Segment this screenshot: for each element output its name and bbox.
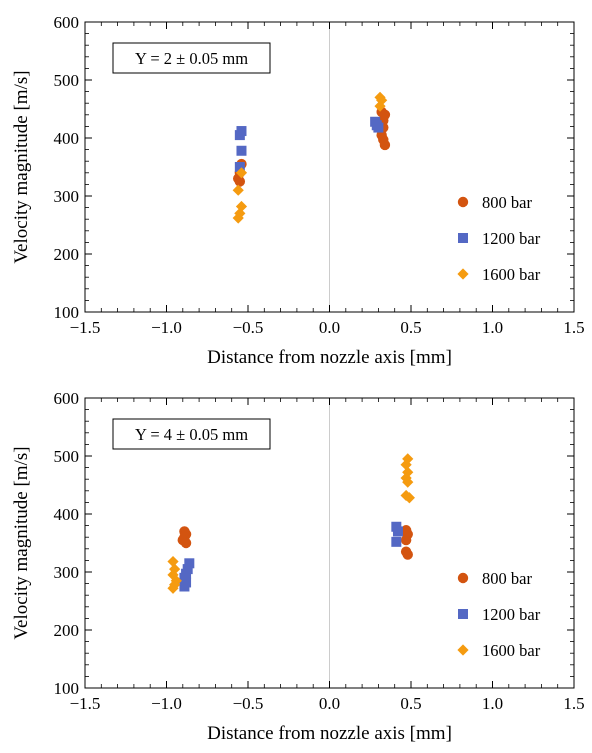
data-point bbox=[236, 145, 247, 156]
legend-marker bbox=[458, 233, 468, 243]
data-point bbox=[402, 549, 413, 560]
annotation-box bbox=[112, 418, 271, 450]
x-tick-label: −1.5 bbox=[70, 318, 101, 337]
data-point bbox=[379, 139, 391, 151]
x-tick-label: −0.5 bbox=[233, 318, 264, 337]
annotation-box bbox=[112, 42, 271, 74]
x-tick-label: −0.5 bbox=[233, 694, 264, 713]
data-point bbox=[234, 162, 245, 172]
data-point bbox=[400, 534, 412, 546]
chart-panel-top: −1.5 −1.0 −0.5 0.0 0.5 1.0 1.5 100 200 300 400 500 6… bbox=[0, 0, 592, 376]
data-point bbox=[184, 558, 195, 569]
legend-marker bbox=[458, 609, 468, 619]
x-tick-label: 0.5 bbox=[400, 318, 421, 337]
data-point bbox=[403, 492, 415, 504]
data-point bbox=[373, 122, 384, 133]
data-point bbox=[234, 130, 245, 141]
legend-label: 1600 bar bbox=[482, 265, 541, 284]
legend-label: 1200 bar bbox=[482, 605, 541, 624]
y-tick-label: 400 bbox=[54, 505, 80, 524]
legend-label: 800 bar bbox=[482, 193, 532, 212]
y-tick-label: 400 bbox=[54, 129, 80, 148]
data-point bbox=[232, 184, 244, 196]
y-tick-label: 200 bbox=[54, 245, 80, 264]
data-point bbox=[391, 536, 402, 547]
y-tick-label: 600 bbox=[54, 389, 80, 408]
x-tick-label: 1.5 bbox=[563, 694, 584, 713]
data-point bbox=[235, 167, 248, 179]
chart-panel-bottom: −1.5 −1.0 −0.5 0.0 0.5 1.0 1.5 100 200 300 400 500 6… bbox=[0, 376, 592, 752]
data-point bbox=[402, 466, 414, 478]
data-point bbox=[179, 581, 190, 592]
data-point bbox=[374, 100, 386, 112]
x-axis-label: Distance from nozzle axis [mm] bbox=[207, 723, 452, 744]
x-tick-label: 0.5 bbox=[400, 694, 421, 713]
data-point bbox=[392, 526, 403, 537]
x-tick-label: 1.0 bbox=[482, 694, 503, 713]
legend-label: 800 bar bbox=[482, 569, 532, 588]
data-point bbox=[167, 582, 179, 594]
x-tick-label: −1.0 bbox=[151, 318, 182, 337]
data-point bbox=[234, 176, 246, 187]
y-axis-label: Velocity magnitude [m/s] bbox=[11, 70, 32, 263]
x-tick-label: 0.0 bbox=[319, 694, 340, 713]
y-axis-label: Velocity magnitude [m/s] bbox=[11, 446, 32, 639]
x-tick-label: −1.5 bbox=[70, 694, 101, 713]
legend-marker bbox=[457, 196, 469, 208]
x-tick-label: 1.5 bbox=[563, 318, 584, 337]
y-tick-label: 500 bbox=[54, 71, 80, 90]
chart-svg: −1.5 −1.0 −0.5 0.0 0.5 1.0 1.5 100 200 300 400 500 6… bbox=[11, 389, 585, 744]
y-tick-label: 600 bbox=[54, 13, 80, 32]
legend-marker bbox=[457, 644, 469, 656]
data-point bbox=[376, 94, 388, 106]
legend-label: 1600 bar bbox=[482, 641, 541, 660]
legend-marker bbox=[457, 572, 469, 584]
data-point bbox=[180, 537, 192, 549]
y-tick-label: 500 bbox=[54, 447, 80, 466]
x-axis-label: Distance from nozzle axis [mm] bbox=[207, 347, 452, 368]
legend-marker bbox=[457, 268, 469, 280]
data-point bbox=[232, 212, 244, 224]
x-tick-label: −1.0 bbox=[151, 694, 182, 713]
y-tick-label: 300 bbox=[54, 187, 80, 206]
chart-svg: −1.5 −1.0 −0.5 0.0 0.5 1.0 1.5 100 200 300 400 500 6… bbox=[11, 13, 585, 368]
legend-label: 1200 bar bbox=[482, 229, 541, 248]
y-tick-label: 200 bbox=[54, 621, 80, 640]
annotation-label: Y = 4 ± 0.05 mm bbox=[135, 425, 248, 444]
data-point bbox=[167, 555, 179, 568]
x-tick-label: 1.0 bbox=[482, 318, 503, 337]
y-tick-label: 100 bbox=[54, 303, 80, 322]
annotation-label: Y = 2 ± 0.05 mm bbox=[135, 49, 248, 68]
y-tick-label: 300 bbox=[54, 563, 80, 582]
x-tick-label: 0.0 bbox=[319, 318, 340, 337]
y-tick-label: 100 bbox=[54, 679, 80, 698]
